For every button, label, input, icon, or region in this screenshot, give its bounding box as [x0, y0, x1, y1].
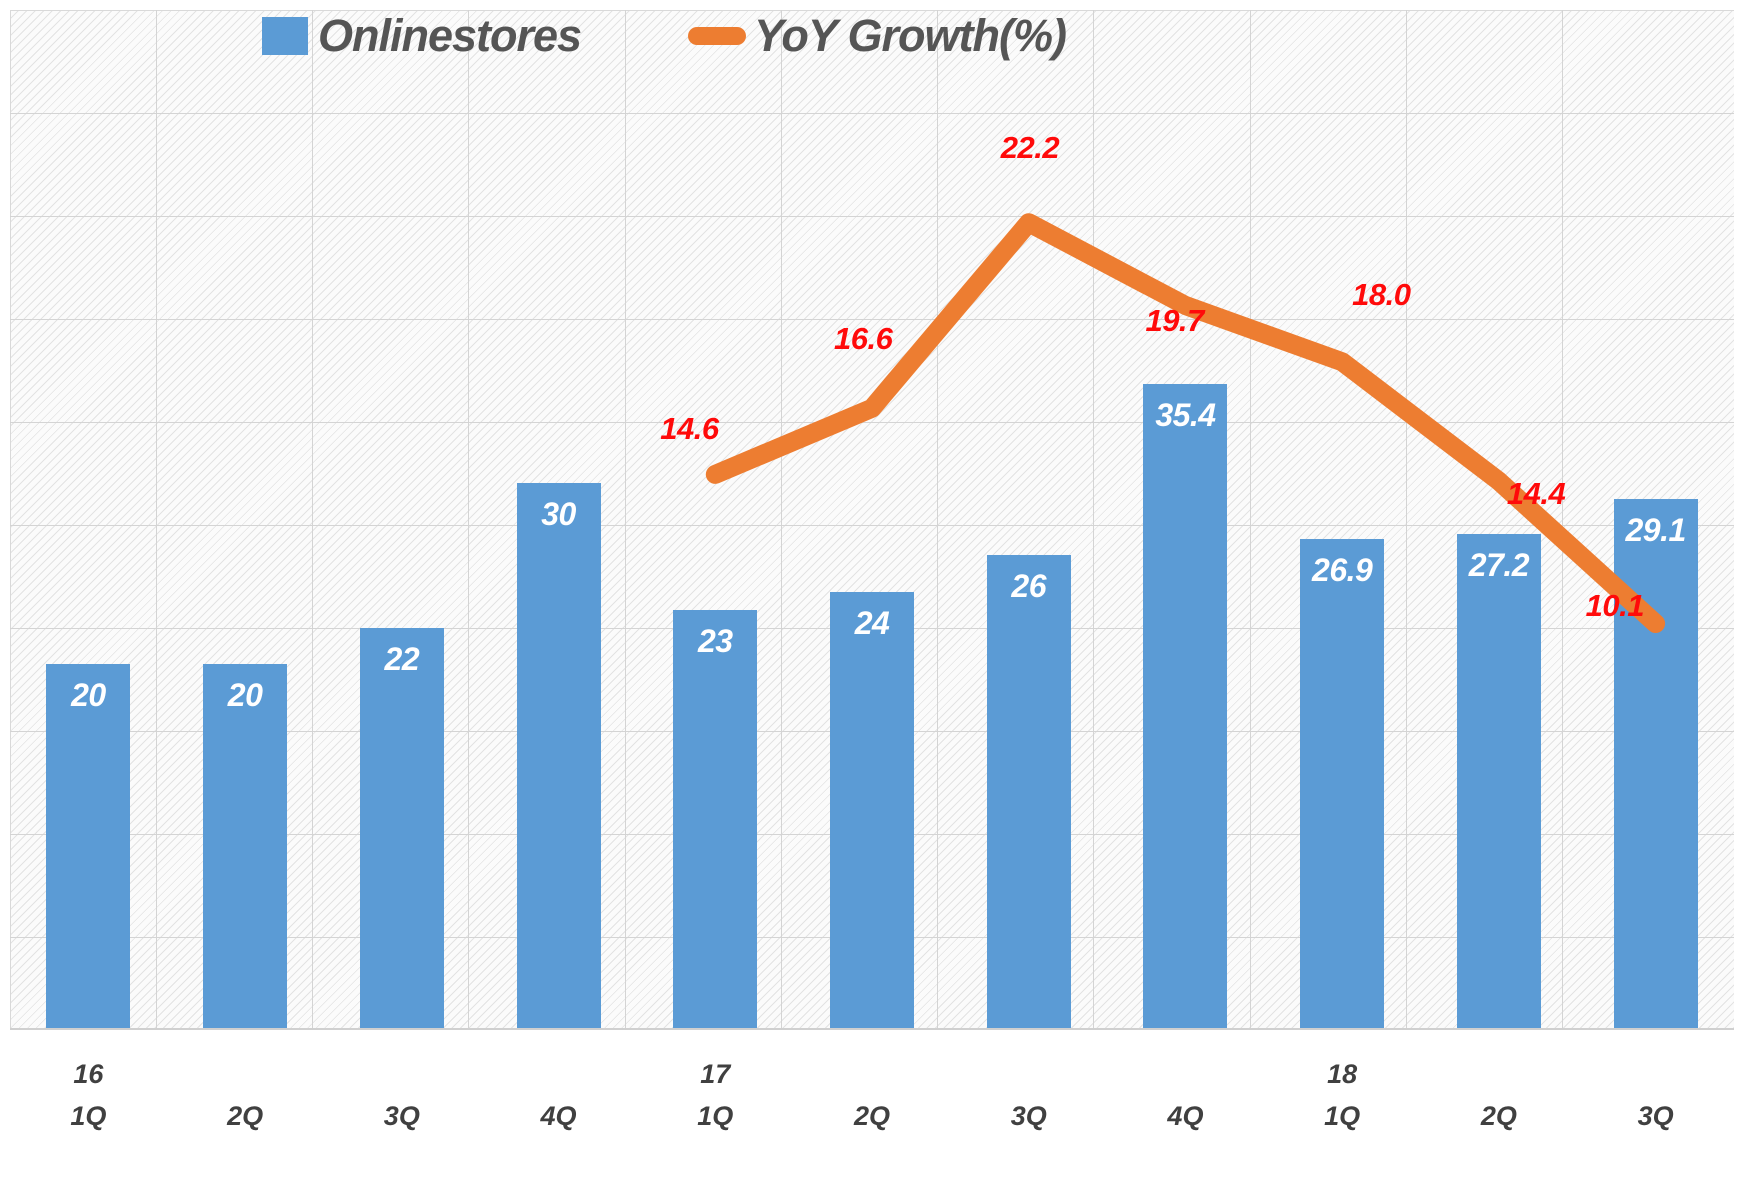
x-tick-quarter-10: 2Q [1480, 1101, 1517, 1131]
legend-bar-swatch-icon [262, 17, 308, 55]
x-tick-quarter-3: 3Q [383, 1101, 420, 1131]
gridline-vertical [781, 10, 782, 1028]
bar-7[interactable]: 26 [986, 555, 1071, 1028]
x-tick-year-9: 18 [1327, 1059, 1358, 1089]
bar-10[interactable]: 27.2 [1456, 533, 1541, 1028]
x-tick-quarter-7: 3Q [1010, 1101, 1047, 1131]
bar-value-label-10: 27.2 [1468, 546, 1530, 583]
bar-value-label-9: 26.9 [1312, 552, 1373, 588]
bar-value-label-4: 30 [541, 495, 576, 532]
bar-9[interactable]: 26.9 [1300, 539, 1385, 1028]
gridline-vertical [937, 10, 938, 1028]
gridline-vertical [1093, 10, 1094, 1028]
legend-item-onlinestores[interactable]: Onlinestores [262, 6, 582, 66]
bar-value-label-6: 24 [854, 604, 890, 641]
line-value-label-6: 16.6 [834, 321, 893, 357]
gridline-vertical [1562, 10, 1563, 1028]
x-tick-5: 17 1Q [637, 1053, 794, 1137]
gridline-horizontal [10, 216, 1734, 217]
x-tick-quarter-8: 4Q [1167, 1101, 1204, 1131]
x-tick-8: 4Q [1107, 1053, 1264, 1137]
x-tick-4: 4Q [480, 1053, 637, 1137]
x-tick-2: 2Q [167, 1053, 324, 1137]
x-tick-9: 18 1Q [1264, 1053, 1421, 1137]
gridline-horizontal [10, 113, 1734, 114]
x-tick-10: 2Q [1421, 1053, 1578, 1137]
bar-4[interactable]: 30 [516, 482, 601, 1028]
gridline-vertical [1406, 10, 1407, 1028]
x-tick-quarter-11: 3Q [1637, 1101, 1674, 1131]
x-tick-quarter-6: 2Q [853, 1101, 890, 1131]
bar-11[interactable]: 29.1 [1613, 499, 1698, 1028]
bar-value-label-2: 20 [227, 677, 263, 714]
chart-legend: Onlinestores YoY Growth(%) [0, 0, 1741, 70]
gridline-horizontal [10, 319, 1734, 320]
bar-8[interactable]: 35.4 [1143, 384, 1228, 1028]
gridline-vertical [156, 10, 157, 1028]
plot-border-top [10, 10, 1734, 11]
bar-3[interactable]: 22 [359, 628, 444, 1028]
bar-6[interactable]: 24 [830, 591, 914, 1028]
bar-value-label-7: 26 [1011, 568, 1047, 605]
x-tick-11: 3Q [1577, 1053, 1734, 1137]
legend-label-onlinestores: Onlinestores [318, 10, 582, 61]
x-tick-6: 2Q [794, 1053, 951, 1137]
x-tick-year-1: 16 [73, 1059, 104, 1089]
plot-area: 20 20 22 30 23 24 26 35.4 26.9 27.2 29.1 14.6 16.6 2… [10, 10, 1734, 1028]
x-tick-7: 3Q [950, 1053, 1107, 1137]
bar-1[interactable]: 20 [46, 664, 131, 1028]
line-value-label-11: 10.1 [1585, 588, 1645, 624]
bar-value-label-1: 20 [71, 677, 106, 714]
bar-value-label-11: 29.1 [1625, 512, 1686, 549]
legend-line-swatch-icon [688, 27, 746, 45]
x-tick-quarter-4: 4Q [540, 1101, 577, 1131]
plot-border-left [10, 10, 11, 1028]
line-value-label-9: 18.0 [1352, 276, 1411, 312]
gridline-vertical [468, 10, 469, 1028]
bar-value-label-8: 35.4 [1155, 397, 1216, 434]
x-tick-3: 3Q [323, 1053, 480, 1137]
line-value-label-10: 14.4 [1506, 476, 1566, 512]
gridline-vertical [312, 10, 313, 1028]
line-value-label-8: 19.7 [1145, 302, 1204, 338]
line-value-label-7: 22.2 [1000, 129, 1060, 165]
bar-value-label-3: 22 [384, 641, 420, 678]
bar-5[interactable]: 23 [673, 609, 758, 1028]
legend-item-yoy-growth[interactable]: YoY Growth(%) [688, 6, 1067, 66]
x-tick-quarter-5: 1Q [697, 1101, 734, 1131]
legend-label-yoy-growth: YoY Growth(%) [754, 10, 1067, 61]
gridline-horizontal [10, 525, 1734, 526]
x-axis-line [10, 1028, 1734, 1030]
x-tick-quarter-9: 1Q [1324, 1101, 1361, 1131]
gridline-vertical [1250, 10, 1251, 1028]
x-tick-quarter-2: 2Q [227, 1101, 264, 1131]
x-tick-quarter-1: 1Q [70, 1101, 107, 1131]
x-tick-year-5: 17 [700, 1059, 731, 1089]
x-tick-1: 16 1Q [10, 1053, 167, 1137]
gridline-horizontal [10, 422, 1734, 423]
bar-value-label-5: 23 [697, 622, 733, 659]
gridline-vertical [625, 10, 626, 1028]
bar-2[interactable]: 20 [203, 664, 288, 1028]
line-value-label-5: 14.6 [660, 411, 719, 447]
